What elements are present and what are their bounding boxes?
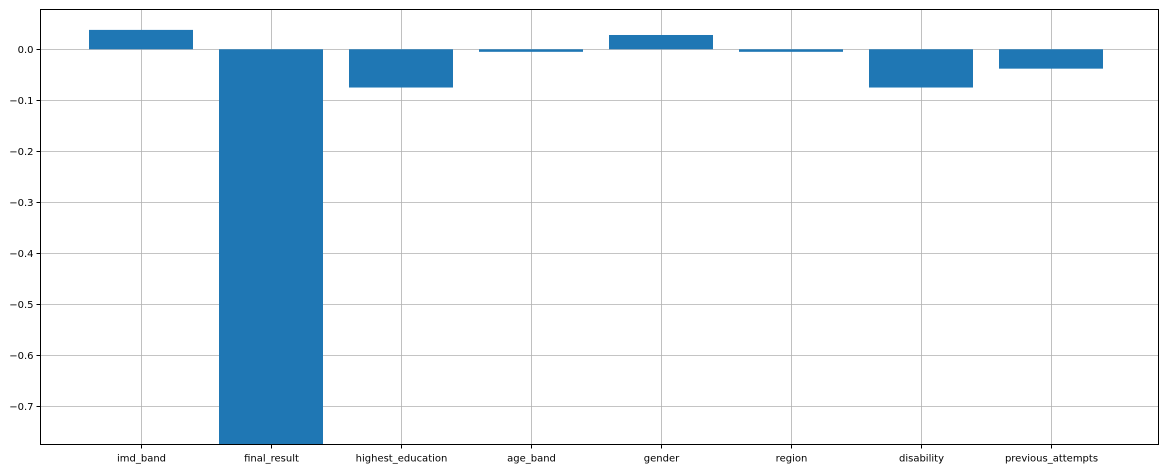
- x-tick-label: final_result: [244, 454, 299, 465]
- x-tick-label: highest_education: [356, 454, 448, 465]
- x-tick-label: region: [776, 454, 808, 465]
- x-tick-label: gender: [644, 454, 680, 465]
- y-tick-label: −0.3: [9, 198, 33, 209]
- plot-frame: [40, 9, 1159, 445]
- x-tick-label: disability: [899, 454, 944, 465]
- y-tick-label: −0.5: [9, 300, 33, 311]
- y-tick-label: −0.6: [9, 351, 33, 362]
- y-tick-label: −0.2: [9, 147, 33, 158]
- y-tick-label: 0.0: [18, 45, 34, 56]
- x-tick-label: age_band: [507, 454, 556, 465]
- bar-highest-education: [349, 49, 453, 88]
- y-tick-label: −0.7: [9, 402, 33, 413]
- x-axis-ticks: imd_band final_result highest_education age…: [117, 444, 1098, 465]
- bar-gender: [609, 34, 713, 50]
- x-tick-label: imd_band: [117, 454, 166, 465]
- bar-previous-attempts: [999, 49, 1103, 69]
- bar-final-result: [219, 49, 323, 445]
- grid-lines: [40, 9, 1159, 445]
- bar-region: [739, 49, 843, 52]
- y-axis-ticks: 0.0 −0.1 −0.2 −0.3 −0.4 −0.5 −0.6 −0.7: [9, 45, 41, 413]
- bar-disability: [869, 49, 973, 88]
- bar-imd-band: [89, 29, 193, 50]
- x-tick-label: previous_attempts: [1005, 454, 1098, 465]
- bar-age-band: [479, 49, 583, 52]
- y-tick-label: −0.4: [9, 249, 33, 260]
- bars: [89, 29, 1103, 445]
- y-tick-label: −0.1: [9, 96, 33, 107]
